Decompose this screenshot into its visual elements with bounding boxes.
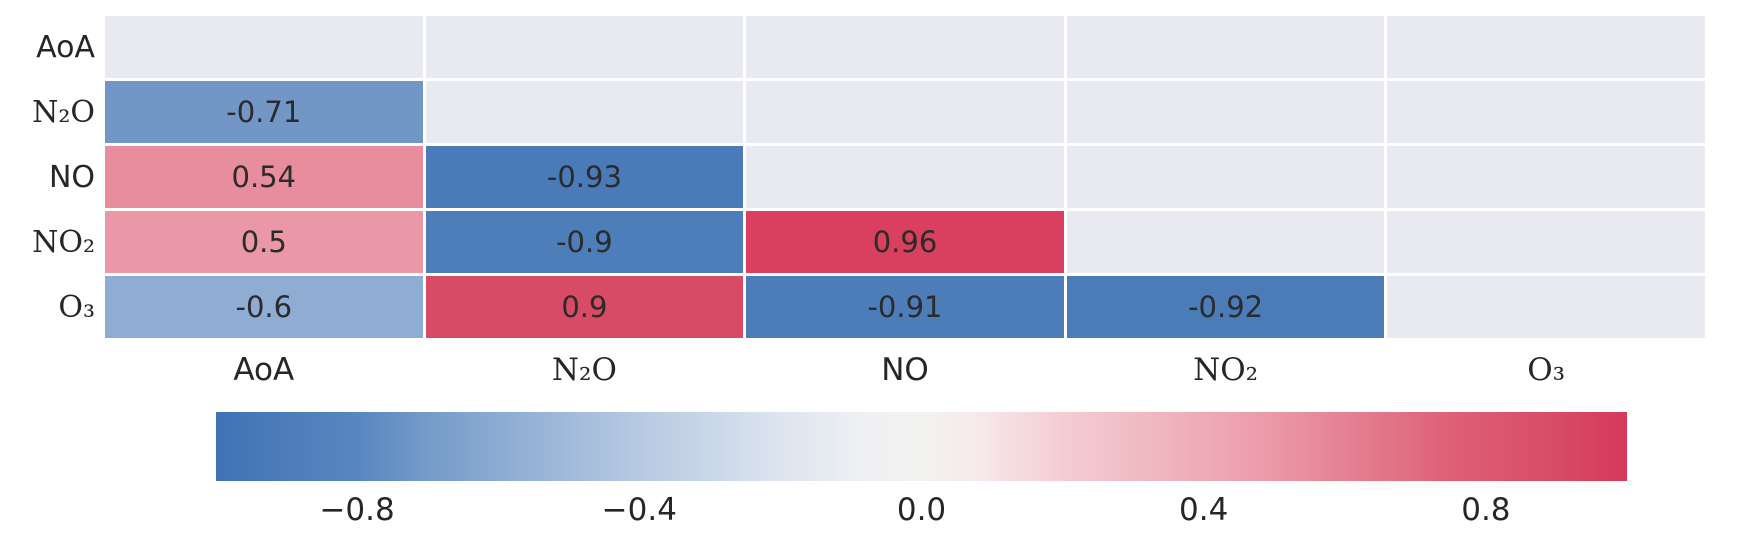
- heatmap-cell-masked: [425, 81, 744, 143]
- x-tick-label-N₂O: N₂O: [551, 352, 617, 388]
- x-tick-label-O₃: O₃: [1527, 352, 1566, 388]
- colorbar: [216, 412, 1627, 481]
- heatmap-cell-masked: [1066, 81, 1385, 143]
- heatmap-cell-NO₂-AoA: 0.5: [105, 211, 423, 273]
- y-tick-label-NO₂: NO₂: [32, 224, 95, 260]
- heatmap-cell-masked: [1387, 81, 1705, 143]
- heatmap-cell-masked: [746, 146, 1064, 208]
- x-tick-label-NO: NO: [881, 352, 929, 388]
- heatmap-cell-O₃-AoA: -0.6: [105, 276, 423, 338]
- heatmap-cell-O₃-NO: -0.91: [746, 276, 1064, 338]
- y-tick-label-N₂O: N₂O: [32, 94, 95, 130]
- heatmap-cell-masked: [105, 16, 423, 78]
- heatmap-cell-masked: [425, 16, 744, 78]
- colorbar-tick-0.8: 0.8: [1461, 492, 1511, 528]
- heatmap-cell-masked: [1066, 211, 1385, 273]
- heatmap-cell-masked: [1387, 16, 1705, 78]
- x-tick-label-NO₂: NO₂: [1193, 352, 1259, 388]
- x-tick-label-AoA: AoA: [233, 352, 295, 388]
- colorbar-tick-−0.4: −0.4: [601, 492, 677, 528]
- heatmap-cell-masked: [1387, 146, 1705, 208]
- heatmap-cell-O₃-NO₂: -0.92: [1066, 276, 1385, 338]
- heatmap-cell-NO-N₂O: -0.93: [425, 146, 744, 208]
- heatmap-cell-NO-AoA: 0.54: [105, 146, 423, 208]
- heatmap-grid: -0.71 0.54 -0.93 0.5 -0.9 0.96 -0.6 0.9 -0.91 -0.…: [105, 16, 1705, 338]
- heatmap-cell-masked: [1387, 211, 1705, 273]
- heatmap-cell-masked: [1066, 146, 1385, 208]
- heatmap-cell-masked: [1066, 16, 1385, 78]
- colorbar-tick-0.4: 0.4: [1179, 492, 1229, 528]
- heatmap-cell-masked: [746, 81, 1064, 143]
- y-tick-label-AoA: AoA: [36, 29, 95, 65]
- heatmap-cell-masked: [746, 16, 1064, 78]
- heatmap-cell-N₂O-AoA: -0.71: [105, 81, 423, 143]
- y-tick-label-NO: NO: [48, 159, 95, 195]
- heatmap-cell-NO₂-NO: 0.96: [746, 211, 1064, 273]
- heatmap-cell-NO₂-N₂O: -0.9: [425, 211, 744, 273]
- y-tick-label-O₃: O₃: [58, 289, 95, 325]
- heatmap-cell-O₃-N₂O: 0.9: [425, 276, 744, 338]
- heatmap-cell-masked: [1387, 276, 1705, 338]
- colorbar-tick-−0.8: −0.8: [319, 492, 395, 528]
- colorbar-tick-0.0: 0.0: [896, 492, 947, 528]
